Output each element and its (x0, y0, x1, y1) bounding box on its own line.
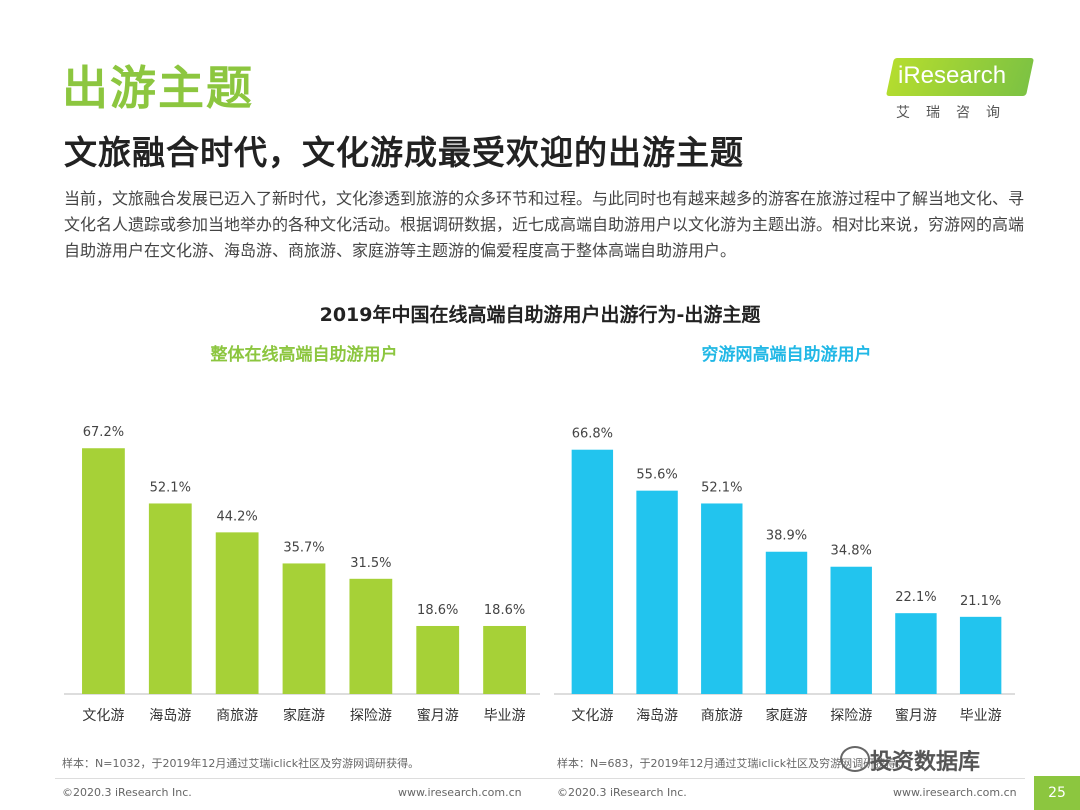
data-label: 67.2% (83, 425, 124, 440)
data-label: 18.6% (417, 603, 458, 618)
category-label: 探险游 (830, 708, 872, 724)
logo-chinese-name: 艾瑞咨询 (896, 105, 1016, 121)
bar (82, 448, 125, 694)
data-label: 44.2% (216, 509, 257, 524)
category-label: 家庭游 (283, 707, 325, 724)
category-label: 蜜月游 (417, 708, 459, 724)
category-label: 商旅游 (216, 708, 258, 724)
category-label: 毕业游 (960, 708, 1002, 724)
category-label: 海岛游 (636, 708, 678, 724)
page-number-badge: 25 (1034, 776, 1080, 810)
right-sample-note: 样本：N=683，于2019年12月通过艾瑞iclick社区及穷游网调研获得。 (557, 757, 908, 770)
chart-title: 2019年中国在线高端自助游用户出游行为-出游主题 (319, 304, 761, 326)
wechat-icon (840, 746, 870, 772)
data-label: 38.9% (766, 529, 807, 544)
bar (636, 490, 678, 694)
bar (765, 551, 808, 694)
category-label: 文化游 (82, 708, 124, 724)
right-bar-chart: 穷游网高端自助游用户 66.8% 文化游 55.6% 海岛游 52.1% 商旅游 38.9% 家… (554, 344, 1015, 724)
bar (416, 625, 460, 694)
left-url: www.iresearch.com.cn (398, 786, 522, 799)
category-label: 蜜月游 (895, 708, 937, 724)
bar (282, 563, 326, 694)
intro-paragraph: 当前，文旅融合发展已迈入了新时代，文化渗透到旅游的众多环节和过程。与此同时也有越… (64, 189, 1025, 260)
category-label: 海岛游 (149, 708, 191, 724)
logo-text: iResearch (898, 62, 1007, 89)
bar (895, 613, 937, 694)
section-title: 出游主题 (62, 61, 254, 115)
bar (571, 449, 614, 694)
left-sample-note: 样本：N=1032，于2019年12月通过艾瑞iclick社区及穷游网调研获得。 (62, 757, 420, 770)
bar (349, 578, 393, 694)
data-label: 22.1% (895, 590, 936, 605)
page-subtitle: 文旅融合时代，文化游成最受欢迎的出游主题 (64, 133, 744, 172)
data-label: 18.6% (484, 603, 525, 618)
left-copyright: ©2020.3 iResearch Inc. (62, 786, 192, 799)
iresearch-logo: iResearch 艾瑞咨询 (885, 58, 1035, 128)
right-copyright: ©2020.3 iResearch Inc. (557, 786, 687, 799)
chart-subtitle: 穷游网高端自助游用户 (702, 344, 872, 365)
data-label: 66.8% (572, 427, 613, 442)
bar (830, 566, 872, 694)
data-label: 31.5% (350, 556, 391, 571)
bar (959, 616, 1002, 694)
right-url: www.iresearch.com.cn (893, 786, 1017, 799)
page-number: 25 (1048, 785, 1066, 801)
data-label: 55.6% (636, 468, 677, 483)
bar (215, 532, 259, 694)
category-label: 商旅游 (701, 708, 743, 724)
data-label: 34.8% (831, 544, 872, 559)
bar (483, 625, 526, 694)
category-label: 家庭游 (766, 707, 808, 724)
data-label: 52.1% (701, 480, 742, 495)
data-label: 52.1% (150, 480, 191, 495)
left-bar-chart: 整体在线高端自助游用户 67.2% 文化游 52.1% 海岛游 44.2% 商旅游 35.7%… (64, 344, 540, 724)
data-label: 21.1% (960, 594, 1001, 609)
bar (148, 503, 192, 694)
category-label: 探险游 (350, 708, 392, 724)
chart-subtitle: 整体在线高端自助游用户 (211, 344, 398, 365)
bar (701, 503, 743, 694)
data-label: 35.7% (283, 540, 324, 555)
category-label: 毕业游 (484, 708, 526, 724)
category-label: 文化游 (571, 708, 613, 724)
watermark: 投资数据库 (870, 750, 981, 775)
footer-divider (55, 778, 1025, 779)
